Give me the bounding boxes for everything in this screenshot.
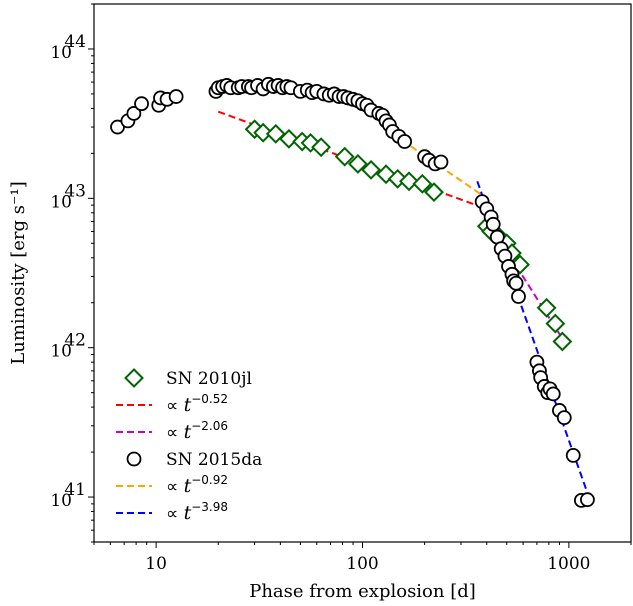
y-tick-exponent: 41 xyxy=(64,480,86,500)
point-sn2015da-69 xyxy=(545,386,561,402)
point-sn2010jl-6 xyxy=(311,137,332,158)
x-tick-label: 100 xyxy=(346,554,378,574)
y-tick-exponent: 42 xyxy=(64,331,86,351)
point-sn2010jl-1 xyxy=(253,122,274,143)
point-sn2010jl-8 xyxy=(347,153,368,174)
x-tick-label: 1000 xyxy=(547,554,590,574)
point-sn2010jl-13 xyxy=(412,173,433,194)
point-sn2015da-7 xyxy=(168,89,184,104)
legend-label-fit: ∝ t−0.92 xyxy=(166,473,228,497)
legend-label-series: SN 2015da xyxy=(166,450,262,470)
legend-entry-1: ∝ t−0.52 xyxy=(116,392,228,416)
point-sn2010jl-14 xyxy=(424,182,444,203)
y-tick-exponent: 43 xyxy=(64,181,86,201)
legend-entry-0: SN 2010jl xyxy=(124,368,252,389)
y-tick-label: 10 xyxy=(50,342,72,362)
y-tick-label: 10 xyxy=(50,43,72,63)
point-sn2010jl-23 xyxy=(552,331,573,352)
point-sn2010jl-21 xyxy=(536,297,557,318)
point-sn2010jl-9 xyxy=(361,159,381,180)
point-sn2015da-72 xyxy=(565,448,581,463)
legend-entry-5: ∝ t−3.98 xyxy=(116,500,228,524)
point-sn2015da-61 xyxy=(508,275,524,291)
fit-line-2 xyxy=(392,133,483,196)
fit-lines xyxy=(217,110,590,498)
point-sn2015da-71 xyxy=(556,410,572,426)
data-points xyxy=(110,76,595,508)
y-tick-label: 10 xyxy=(50,192,72,212)
point-sn2010jl-7 xyxy=(334,146,355,167)
y-axis-label: Luminosity [erg s⁻¹] xyxy=(8,181,29,364)
legend-label-fit: ∝ t−0.52 xyxy=(166,392,228,416)
x-tick-label: 10 xyxy=(145,554,167,574)
legend-marker-diamond xyxy=(124,368,144,388)
legend-entry-4: ∝ t−0.92 xyxy=(116,473,228,497)
legend-entry-2: ∝ t−2.06 xyxy=(116,419,228,443)
y-tick-exponent: 44 xyxy=(64,32,86,52)
point-sn2015da-2 xyxy=(126,106,142,121)
legend-label-series: SN 2010jl xyxy=(166,369,252,389)
legend: SN 2010jl ∝ t−0.52 ∝ t−2.06 SN 2015da ∝ t−0.… xyxy=(116,368,262,524)
x-axis-label: Phase from explosion [d] xyxy=(249,581,476,602)
point-sn2015da-46 xyxy=(397,134,413,149)
point-sn2010jl-22 xyxy=(545,313,566,334)
point-sn2015da-50 xyxy=(433,154,449,170)
y-tick-label: 10 xyxy=(50,491,72,511)
point-sn2015da-74 xyxy=(580,492,595,508)
point-sn2010jl-12 xyxy=(399,171,419,192)
point-sn2010jl-3 xyxy=(279,128,299,149)
point-sn2015da-54 xyxy=(485,216,501,232)
legend-label-fit: ∝ t−2.06 xyxy=(166,419,228,443)
legend-marker-circle xyxy=(126,451,142,467)
point-sn2015da-62 xyxy=(511,289,526,304)
legend-label-fit: ∝ t−3.98 xyxy=(166,500,228,524)
legend-entry-3: SN 2015da xyxy=(126,450,262,470)
point-sn2015da-3 xyxy=(134,96,149,112)
